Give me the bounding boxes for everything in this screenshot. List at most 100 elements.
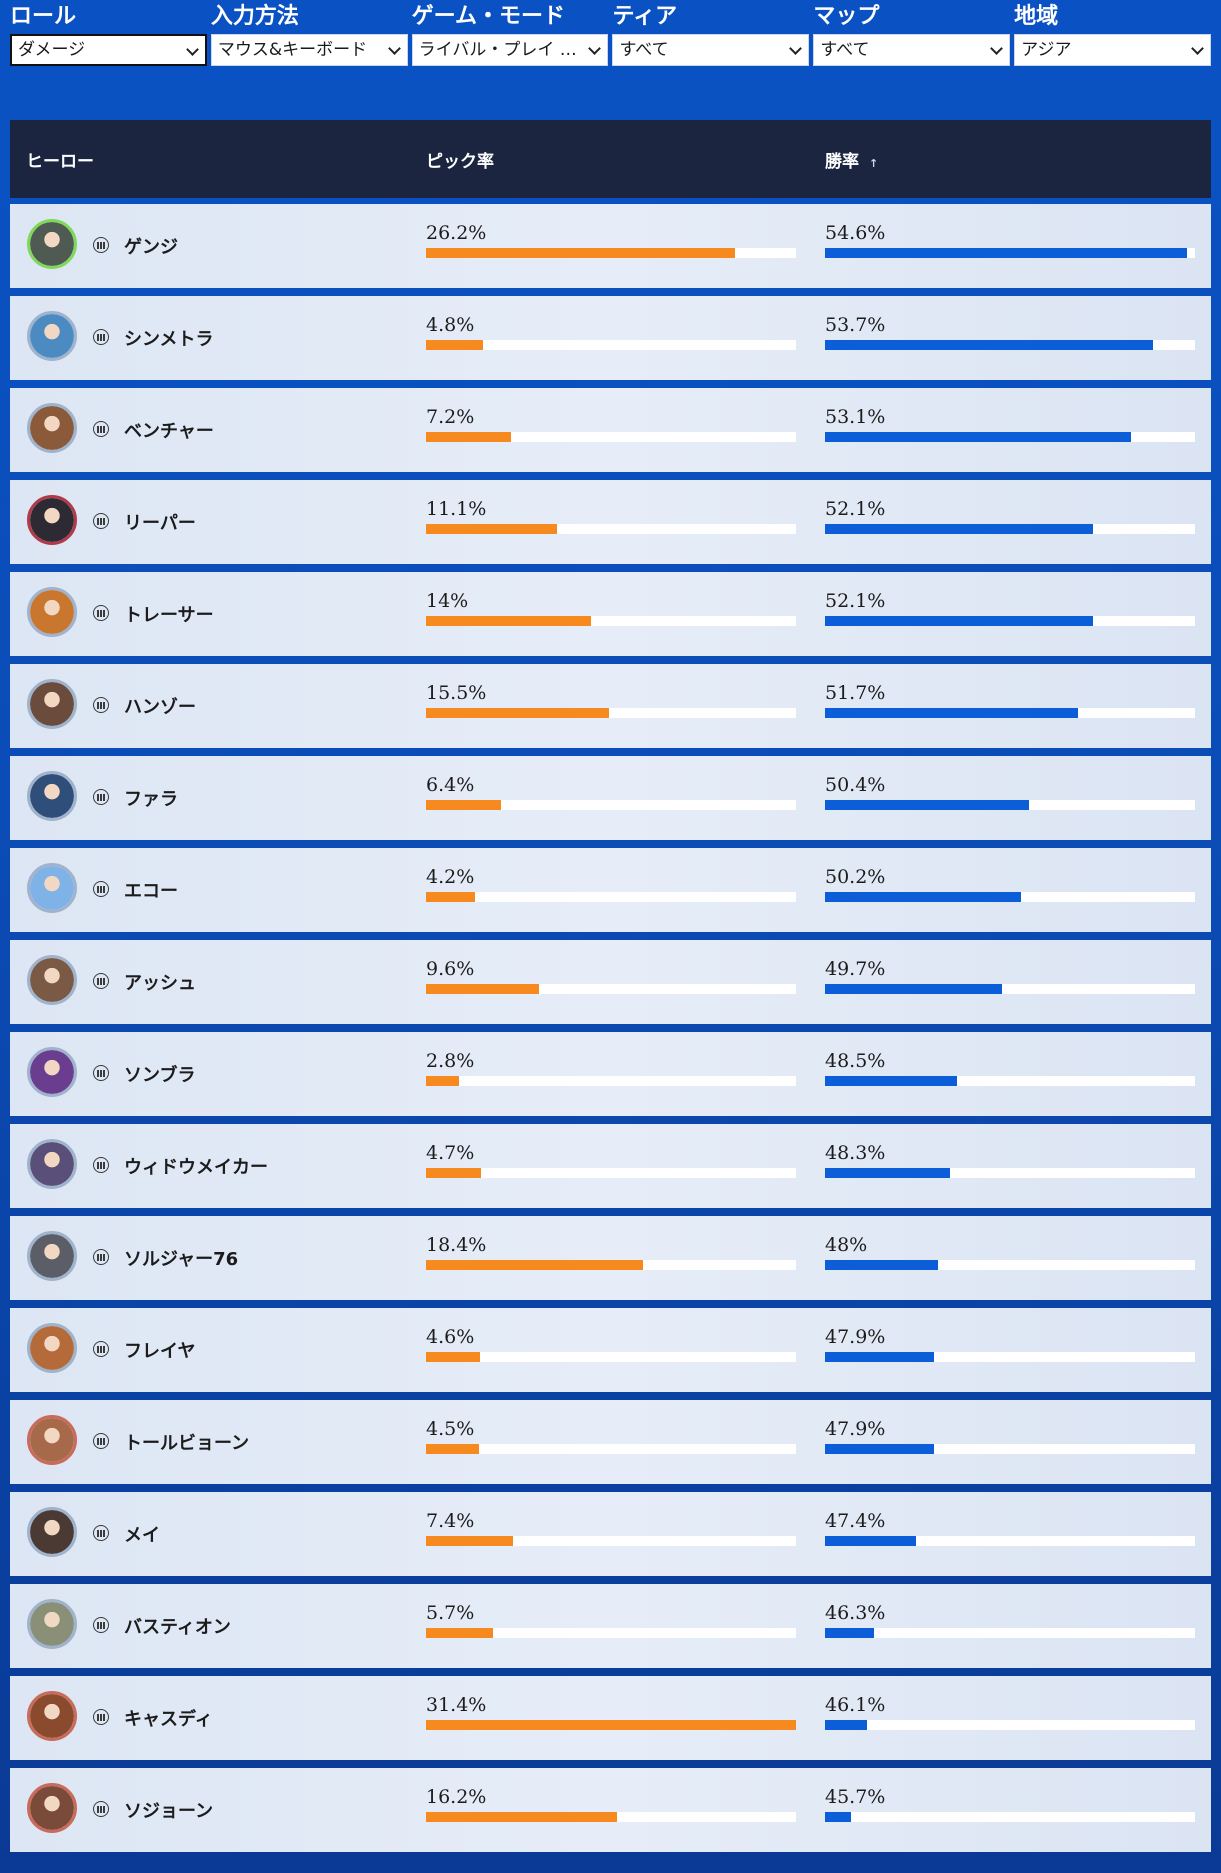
damage-role-icon	[93, 1709, 109, 1725]
win-rate-bar	[825, 892, 1195, 902]
filter-selected-value: すべて	[619, 40, 669, 60]
filter-selected-value: ライバル・プレイ …	[418, 40, 577, 60]
hero-name: エコー	[124, 881, 178, 902]
filter-selected-value: アジア	[1021, 40, 1072, 60]
win-rate-value: 49.7%	[825, 958, 886, 980]
column-header-pick-rate[interactable]: ピック率	[426, 152, 494, 172]
chevron-down-icon	[588, 42, 602, 55]
pick-rate-bar	[426, 340, 796, 350]
table-row[interactable]: ファラ 6.4% 50.4%	[10, 756, 1211, 840]
table-row[interactable]: シンメトラ 4.8% 53.7%	[10, 296, 1211, 380]
win-rate-bar	[825, 1628, 1195, 1638]
pick-rate-bar	[426, 892, 796, 902]
pick-rate-bar	[426, 1536, 796, 1546]
win-rate-bar-fill	[825, 1352, 935, 1362]
filter-label: 入力方法	[210, 4, 299, 29]
pick-rate-bar-fill	[426, 1536, 514, 1546]
damage-role-icon	[93, 1065, 109, 1081]
pick-rate-value: 14%	[426, 590, 469, 612]
chevron-down-icon	[990, 42, 1004, 55]
hero-name: アッシュ	[124, 973, 196, 994]
damage-role-icon	[93, 1433, 109, 1449]
table-row[interactable]: キャスディ 31.4% 46.1%	[10, 1676, 1211, 1760]
table-body: ゲンジ 26.2% 54.6% シンメトラ 4.8% 53.7% ベンチャー 7.2% 53.1…	[10, 204, 1211, 1852]
pick-rate-bar-fill	[426, 1076, 459, 1086]
table-row[interactable]: ゲンジ 26.2% 54.6%	[10, 204, 1211, 288]
pick-rate-value: 15.5%	[426, 682, 487, 704]
hero-portrait	[27, 1415, 77, 1465]
hero-portrait	[27, 1783, 77, 1833]
table-row[interactable]: トールビョーン 4.5% 47.9%	[10, 1400, 1211, 1484]
pick-rate-value: 26.2%	[426, 222, 487, 244]
pick-rate-value: 4.5%	[426, 1418, 475, 1440]
win-rate-value: 53.1%	[825, 406, 886, 428]
win-rate-bar-fill	[825, 1444, 935, 1454]
table-row[interactable]: ウィドウメイカー 4.7% 48.3%	[10, 1124, 1211, 1208]
table-row[interactable]: バスティオン 5.7% 46.3%	[10, 1584, 1211, 1668]
pick-rate-value: 16.2%	[426, 1786, 487, 1808]
table-row[interactable]: ベンチャー 7.2% 53.1%	[10, 388, 1211, 472]
column-header-win-rate-label: 勝率	[825, 152, 859, 172]
filter-select[interactable]: すべて	[612, 34, 810, 66]
table-row[interactable]: ソジョーン 16.2% 45.7%	[10, 1768, 1211, 1852]
column-header-win-rate[interactable]: 勝率 ↑	[825, 147, 878, 172]
filter-select[interactable]: ダメージ	[10, 34, 207, 66]
sort-ascending-icon: ↑	[869, 157, 879, 170]
win-rate-bar	[825, 1076, 1195, 1086]
pick-rate-value: 6.4%	[426, 774, 475, 796]
filter-select[interactable]: マウス&キーボード	[210, 34, 408, 66]
filter-select[interactable]: アジア	[1014, 34, 1211, 66]
hero-name: トールビョーン	[124, 1433, 250, 1454]
win-rate-value: 50.2%	[825, 866, 886, 888]
hero-portrait	[27, 1047, 77, 1097]
hero-portrait	[27, 587, 77, 637]
pick-rate-bar	[426, 1260, 796, 1270]
hero-stats-table: ヒーロー ピック率 勝率 ↑ ゲンジ 26.2% 54.6% シンメトラ 4.8% 53.7…	[10, 120, 1211, 1852]
hero-portrait	[27, 1139, 77, 1189]
hero-name: ソルジャー76	[124, 1249, 239, 1270]
damage-role-icon	[93, 605, 109, 621]
pick-rate-value: 31.4%	[426, 1694, 487, 1716]
table-row[interactable]: エコー 4.2% 50.2%	[10, 848, 1211, 932]
hero-portrait	[27, 1507, 77, 1557]
filter-label: ゲーム・モード	[411, 4, 565, 29]
table-row[interactable]: メイ 7.4% 47.4%	[10, 1492, 1211, 1576]
chevron-down-icon	[185, 43, 199, 56]
win-rate-bar-fill	[825, 248, 1188, 258]
win-rate-value: 52.1%	[825, 498, 886, 520]
table-row[interactable]: トレーサー 14% 52.1%	[10, 572, 1211, 656]
win-rate-bar	[825, 1536, 1195, 1546]
pick-rate-value: 4.7%	[426, 1142, 475, 1164]
filter-selected-value: マウス&キーボード	[217, 40, 368, 60]
pick-rate-bar	[426, 1628, 796, 1638]
damage-role-icon	[93, 329, 109, 345]
table-row[interactable]: ソンブラ 2.8% 48.5%	[10, 1032, 1211, 1116]
filter-select[interactable]: ライバル・プレイ …	[411, 34, 609, 66]
table-row[interactable]: アッシュ 9.6% 49.7%	[10, 940, 1211, 1024]
win-rate-value: 46.3%	[825, 1602, 886, 1624]
pick-rate-bar-fill	[426, 1812, 617, 1822]
hero-portrait	[27, 863, 77, 913]
hero-name: キャスディ	[124, 1709, 213, 1730]
filter-group: 地域 アジア	[1014, 0, 1211, 80]
damage-role-icon	[93, 1157, 109, 1173]
hero-name: バスティオン	[124, 1617, 231, 1638]
table-row[interactable]: リーパー 11.1% 52.1%	[10, 480, 1211, 564]
pick-rate-bar	[426, 524, 796, 534]
table-row[interactable]: ソルジャー76 18.4% 48%	[10, 1216, 1211, 1300]
hero-portrait	[27, 1231, 77, 1281]
hero-portrait	[27, 495, 77, 545]
pick-rate-bar-fill	[426, 1444, 480, 1454]
win-rate-value: 47.4%	[825, 1510, 886, 1532]
damage-role-icon	[93, 973, 109, 989]
win-rate-value: 51.7%	[825, 682, 886, 704]
damage-role-icon	[93, 1341, 109, 1357]
damage-role-icon	[93, 1617, 109, 1633]
table-row[interactable]: フレイヤ 4.6% 47.9%	[10, 1308, 1211, 1392]
win-rate-bar	[825, 1812, 1195, 1822]
filter-select[interactable]: すべて	[813, 34, 1011, 66]
pick-rate-bar	[426, 708, 796, 718]
win-rate-value: 47.9%	[825, 1326, 886, 1348]
table-row[interactable]: ハンゾー 15.5% 51.7%	[10, 664, 1211, 748]
column-header-hero[interactable]: ヒーロー	[26, 152, 94, 172]
